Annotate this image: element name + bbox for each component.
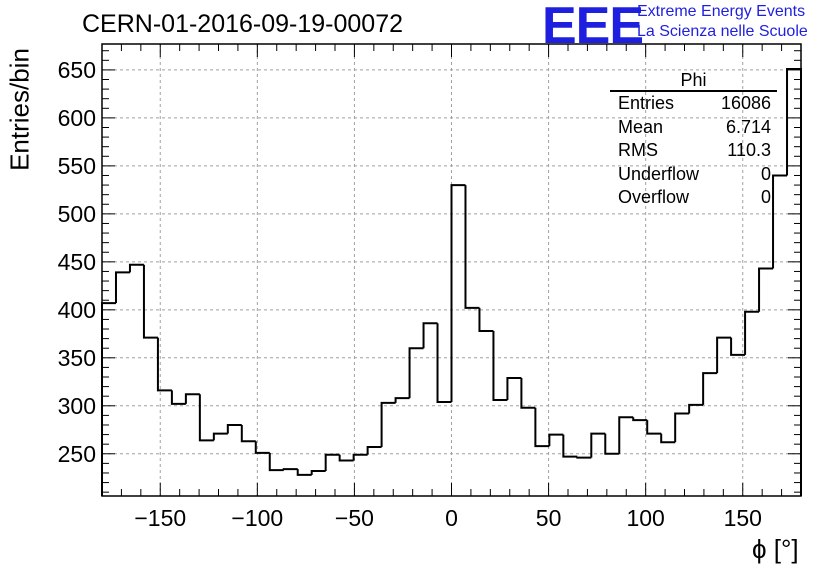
x-tick-label: −150 — [134, 505, 186, 531]
histogram-bin — [632, 417, 648, 422]
stats-value: 6.714 — [725, 116, 771, 137]
stats-value: 0 — [760, 187, 771, 207]
y-tick-label: 500 — [58, 201, 96, 227]
histogram-bin — [114, 271, 130, 304]
histogram-bin — [198, 394, 214, 442]
stats-row-entries: Entries 16086 — [610, 92, 777, 116]
histogram-bin — [478, 307, 494, 332]
histogram-bin — [660, 433, 676, 444]
stats-row-mean: Mean 6.714 — [610, 116, 777, 140]
histogram-bin — [254, 441, 270, 454]
y-tick-label: 300 — [58, 393, 96, 419]
y-tick-label: 250 — [58, 441, 96, 467]
x-tick-label: −100 — [231, 505, 283, 531]
histogram-bin — [618, 416, 634, 454]
histogram-bin — [366, 446, 382, 455]
histogram-bin — [156, 337, 172, 392]
y-tick-label: 350 — [58, 345, 96, 371]
y-tick-label: 650 — [58, 57, 96, 83]
y-tick-label: 400 — [58, 297, 96, 323]
y-tick-label: 550 — [58, 153, 96, 179]
histogram-bin — [730, 337, 746, 356]
histogram-bars — [101, 67, 802, 496]
histogram-bin — [184, 393, 200, 404]
histogram-bin — [352, 453, 368, 461]
histogram-bin — [786, 67, 802, 496]
chart-title: CERN-01-2016-09-19-00072 — [82, 10, 404, 38]
stats-value: 110.3 — [727, 140, 771, 160]
histogram-bin — [604, 433, 620, 455]
stats-label: Mean — [618, 116, 664, 137]
stats-row-rms: RMS 110.3 — [610, 139, 777, 163]
histogram-bin — [422, 322, 438, 349]
y-tick-label: 600 — [58, 105, 96, 131]
histogram-bin — [268, 452, 284, 472]
logo-line-1: Extreme Energy Events — [637, 3, 806, 20]
histogram-bin — [282, 468, 298, 471]
histogram-bin — [562, 434, 578, 458]
x-axis-label: ϕ [°] — [752, 534, 799, 564]
histogram-bin — [590, 432, 606, 458]
histogram-bin — [436, 323, 452, 403]
histogram-bin — [492, 330, 508, 402]
y-axis-label: Entries/bin — [4, 48, 35, 171]
histogram-bin — [646, 420, 662, 435]
histogram-bin — [548, 433, 564, 447]
x-tick-label: −50 — [335, 505, 374, 531]
stats-label: Entries — [618, 93, 675, 113]
x-tick-label: 150 — [724, 505, 762, 531]
x-tick-label: 100 — [626, 505, 664, 531]
histogram-bin — [324, 453, 340, 472]
histogram-bin — [506, 376, 522, 401]
histogram-bin — [310, 470, 326, 475]
eee-logo: EEE — [542, 0, 644, 55]
stats-box: Phi Entries 16086 Mean 6.714 RMS 110.3 U… — [610, 70, 777, 210]
histogram-bin — [128, 263, 144, 273]
histogram-bin — [520, 377, 536, 409]
histogram-bin — [380, 401, 396, 448]
histogram-bin — [240, 424, 256, 443]
x-tick-label: 0 — [445, 505, 458, 531]
eee-logo-text: Extreme Energy Events La Scienza nelle S… — [637, 2, 808, 42]
histogram-bin — [338, 454, 354, 462]
stats-row-underflow: Underflow 0 — [610, 163, 777, 187]
histogram-bin — [674, 412, 690, 443]
histogram-bin — [226, 423, 242, 434]
histogram-bin — [702, 372, 718, 405]
histogram-bin — [394, 397, 410, 403]
stats-row-overflow: Overflow 0 — [610, 186, 777, 210]
stats-title: Phi — [610, 70, 777, 92]
histogram-bin — [101, 302, 116, 496]
histogram-bin — [296, 469, 312, 476]
histogram-bin — [758, 267, 774, 312]
stats-label: Overflow — [618, 187, 690, 207]
stats-label: RMS — [618, 140, 658, 160]
stats-value: 0 — [760, 163, 771, 184]
histogram-bin — [170, 390, 186, 405]
stats-label: Underflow — [618, 163, 700, 184]
histogram-bin — [464, 185, 480, 309]
x-tick-label: 50 — [536, 505, 562, 531]
histogram-bin — [744, 310, 760, 355]
histogram-bin — [450, 184, 466, 402]
histogram-bin — [212, 432, 228, 441]
histogram-bin — [716, 336, 732, 374]
histogram-bin — [772, 174, 788, 269]
histogram-bin — [576, 456, 592, 459]
stats-value: 16086 — [720, 93, 771, 113]
logo-line-2: La Scienza nelle Scuole — [637, 23, 808, 40]
y-tick-label: 450 — [58, 249, 96, 275]
histogram-bin — [142, 264, 158, 339]
histogram-bin — [408, 347, 424, 399]
histogram-bin — [534, 407, 550, 448]
histogram-bin — [688, 403, 704, 414]
axes: −150 −100 −50 0 50 100 150 250 300 350 400 450 500 55… — [58, 43, 802, 531]
